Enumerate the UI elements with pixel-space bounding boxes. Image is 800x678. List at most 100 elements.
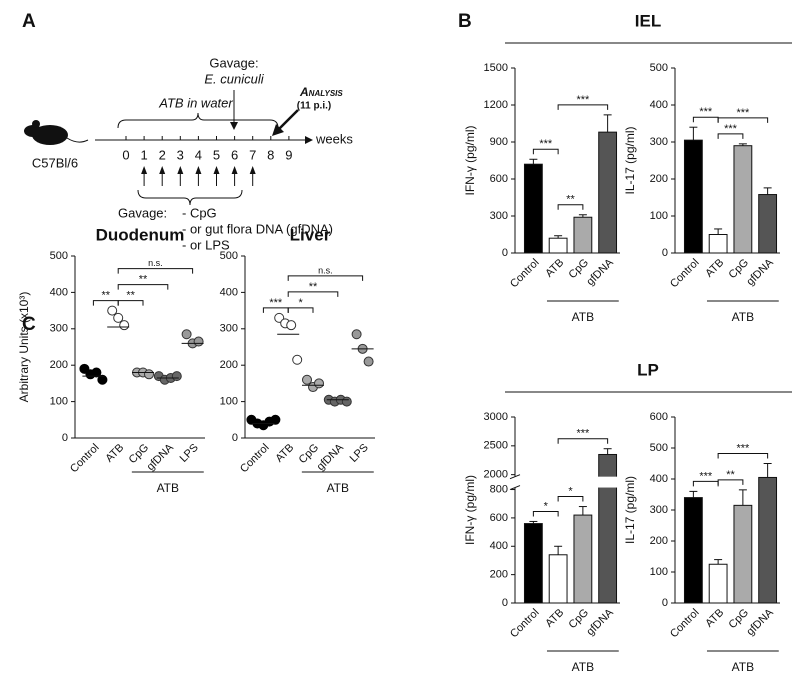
week-label: 3 [177,147,184,162]
group-label: ATB [732,660,754,674]
week-label: 6 [231,147,238,162]
y-axis-label: Arbitrary Units (x10³) [17,292,31,403]
y-tick-label: 500 [50,250,68,262]
x-tick-label: gfDNA [315,441,347,473]
y-tick-label: 200 [650,535,668,547]
gavage-title: Gavage: [118,205,167,220]
gavage-item: - CpG [182,205,217,220]
infection-label: Gavage: [209,55,258,70]
significance-label: * [544,500,549,512]
gavage-item: - or gut flora DNA (gfDNA) [182,221,333,236]
panel-letter: A [22,11,36,32]
data-point [314,378,324,389]
strain-label: C57Bl/6 [32,155,78,170]
y-tick-label: 100 [50,396,68,408]
y-tick-label: 400 [50,286,68,298]
week-label: 8 [267,147,274,162]
significance-label: ** [126,290,135,302]
y-tick-label: 200 [490,569,508,581]
y-tick-label: 100 [650,210,668,222]
significance-label: ** [566,194,575,206]
bar [708,563,728,604]
x-tick-label: ATB [703,607,726,630]
group-label: ATB [327,481,349,495]
x-tick-label: gfDNA [584,606,616,638]
timeline-unit: weeks [315,131,353,146]
significance-label: *** [736,107,750,119]
y-tick-label: 2000 [484,469,508,481]
panel-letter: C [22,314,36,335]
significance-label: n.s. [148,258,163,268]
significance-label: ** [309,281,318,293]
y-tick-label: 0 [62,432,68,444]
significance-bracket [717,117,769,123]
data-point [363,356,374,367]
bar [573,514,593,604]
analysis-label: Analysis [299,85,343,99]
y-tick-label: 300 [50,323,68,335]
bar [598,131,618,254]
significance-bracket [557,496,584,502]
gavage-arrowhead [141,166,148,174]
y-tick-label: 100 [220,396,238,408]
infection-label: E. cuniculi [204,71,264,86]
y-tick-label: 400 [220,286,238,298]
significance-bracket [717,453,769,459]
gavage-arrowhead [177,166,184,174]
x-tick-label: LPS [178,442,201,465]
bar [683,139,703,254]
x-tick-label: ATB [543,607,566,630]
axis-break [509,476,620,488]
data-point [286,320,297,331]
gavage-item: - or LPS [182,237,230,252]
y-tick-label: 600 [490,173,508,185]
y-tick-label: 400 [650,99,668,111]
significance-label: ** [726,469,735,481]
week-label: 2 [159,147,166,162]
x-tick-label: LPS [348,442,371,465]
week-label: 4 [195,147,202,162]
y-tick-label: 500 [650,442,668,454]
y-tick-label: 200 [650,173,668,185]
x-tick-label: Control [238,442,272,476]
gavage-arrowhead [195,166,202,174]
significance-bracket [117,284,169,290]
data-point [181,329,192,340]
significance-label: *** [539,138,553,150]
y-tick-label: 400 [490,540,508,552]
timeline-arrowhead [305,136,313,144]
significance-label: * [568,485,573,497]
y-axis-label: IFN-γ (pg/ml) [463,475,477,545]
brace [117,112,279,129]
analysis-label: (11 p.i.) [297,101,331,112]
x-tick-label: gfDNA [744,256,776,288]
data-point [91,367,102,378]
y-tick-label: 2500 [484,440,508,452]
brace [137,189,243,206]
bar [733,504,753,604]
significance-bracket [717,133,744,139]
significance-bracket [287,307,314,313]
y-tick-label: 0 [232,432,238,444]
significance-label: * [298,297,303,309]
week-label: 7 [249,147,256,162]
gavage-arrowhead [231,166,238,174]
y-tick-label: 1200 [484,99,508,111]
section-title: LP [637,360,659,379]
y-tick-label: 0 [662,597,668,609]
significance-label: *** [576,428,590,440]
significance-label: *** [699,470,713,482]
y-axis-label: IL-17 (pg/ml) [623,126,637,194]
y-tick-label: 500 [650,62,668,74]
data-point [119,320,130,331]
y-axis-label: IL-17 (pg/ml) [623,476,637,544]
y-tick-label: 600 [490,512,508,524]
significance-bracket [287,291,339,297]
x-tick-label: ATB [703,257,726,280]
data-point [351,329,362,340]
significance-bracket [557,438,609,444]
significance-label: n.s. [318,265,333,275]
significance-bracket [717,479,744,485]
significance-label: *** [699,106,713,118]
y-tick-label: 200 [50,359,68,371]
